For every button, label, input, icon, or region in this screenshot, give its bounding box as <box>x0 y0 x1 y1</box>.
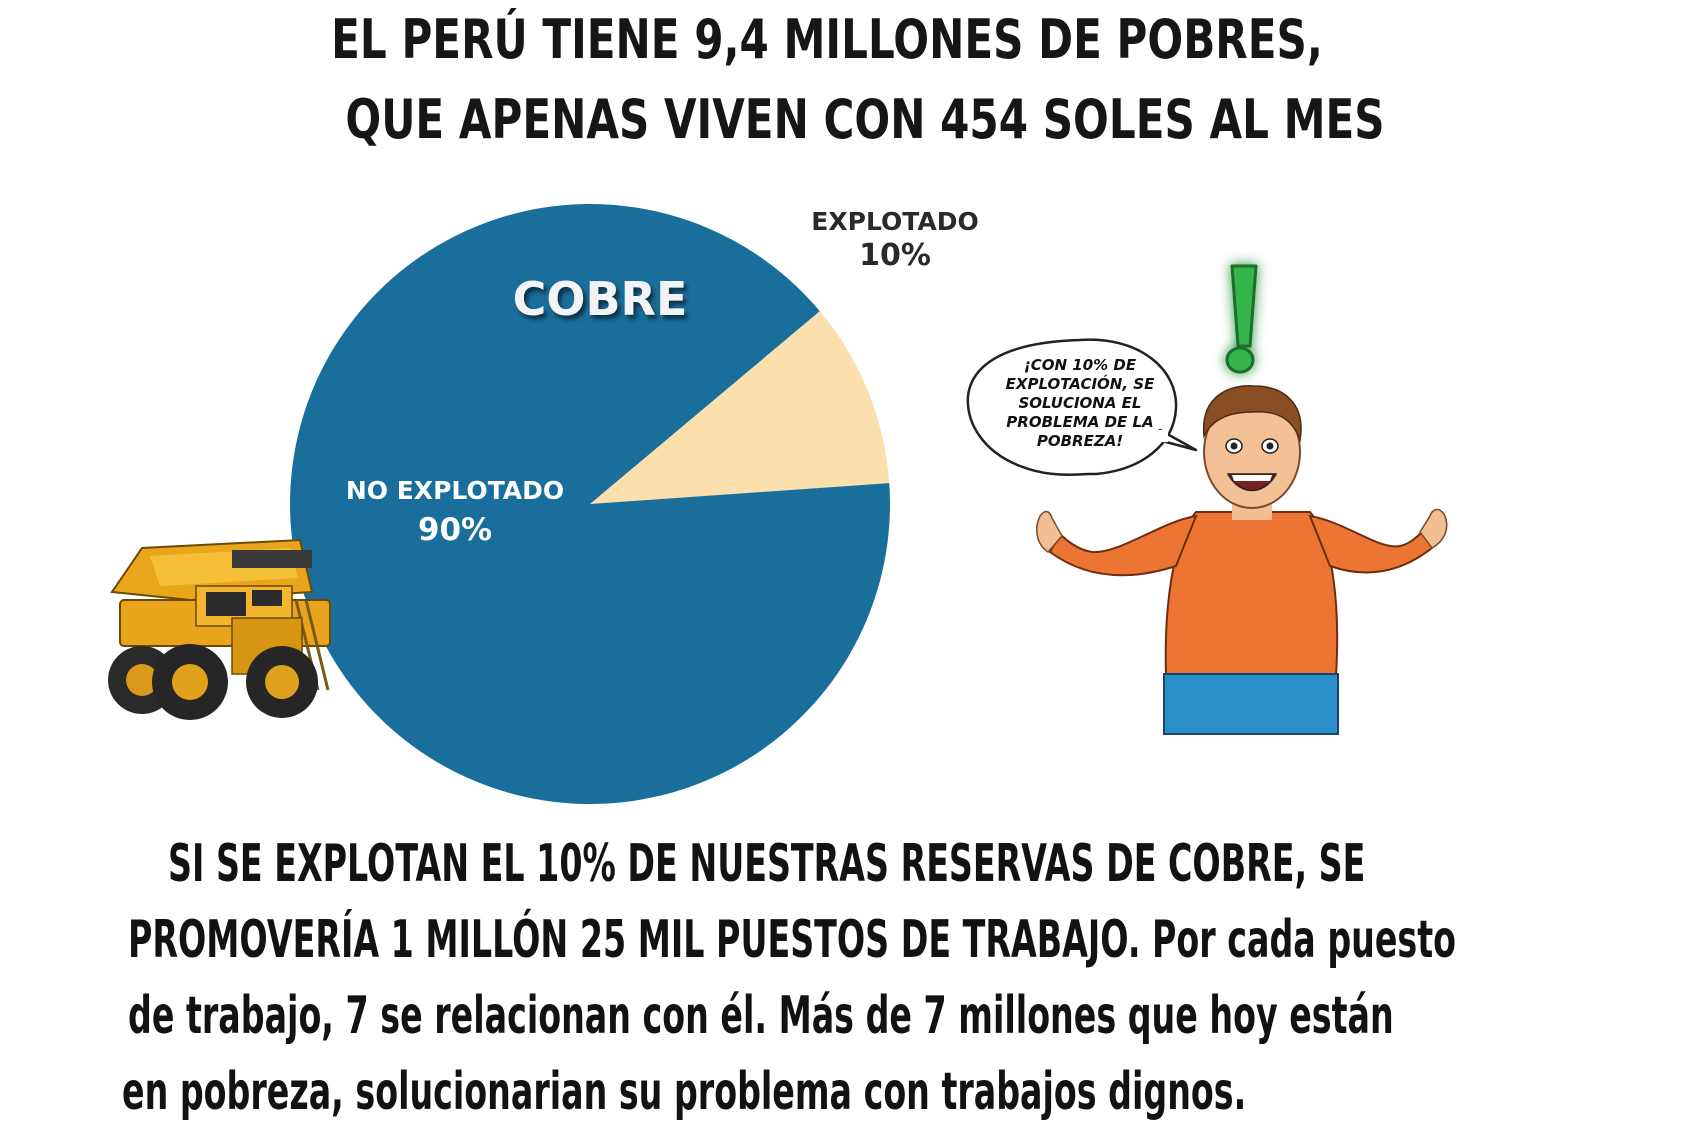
bubble-line: EXPLOTACIÓN, SE <box>1005 375 1155 393</box>
exclamation-icon <box>1225 264 1258 374</box>
bubble-line: POBREZA! <box>1036 432 1124 450</box>
slice-label-no-explotado: NO EXPLOTADO <box>345 476 565 505</box>
slice-label-explotado: EXPLOTADO <box>811 207 979 236</box>
bubble-line: PROBLEMA DE LA <box>1006 413 1154 431</box>
pie-slice-explotado <box>590 311 890 504</box>
pie-slice-no-explotado <box>290 203 891 805</box>
bubble-line: SOLUCIONA EL <box>1018 394 1142 412</box>
bottom-line-3: de trabajo, 7 se relacionan con él. Más … <box>128 986 1394 1046</box>
excited-man-icon <box>1035 385 1448 735</box>
speech-bubble <box>966 338 1198 476</box>
bubble-line: ¡CON 10% DE <box>1023 356 1137 374</box>
chart-title: COBRE <box>512 272 688 326</box>
slice-value-explotado: 10% <box>859 238 931 273</box>
bottom-line-4: en pobreza, solucionarian su problema co… <box>122 1062 1247 1122</box>
headline-line-2: QUE APENAS VIVEN CON 454 SOLES AL MES <box>345 88 1385 151</box>
bottom-line-1: SI SE EXPLOTAN EL 10% DE NUESTRAS RESERV… <box>168 834 1366 894</box>
mining-dump-truck-icon <box>108 538 331 720</box>
speech-bubble-text: ¡CON 10% DE EXPLOTACIÓN, SE SOLUCIONA EL… <box>992 356 1168 451</box>
slice-value-no-explotado: 90% <box>417 512 493 548</box>
headline-line-1: EL PERÚ TIENE 9,4 MILLONES DE POBRES, <box>331 8 1323 71</box>
bottom-line-2: PROMOVERÍA 1 MILLÓN 25 MIL PUESTOS DE TR… <box>128 910 1457 970</box>
